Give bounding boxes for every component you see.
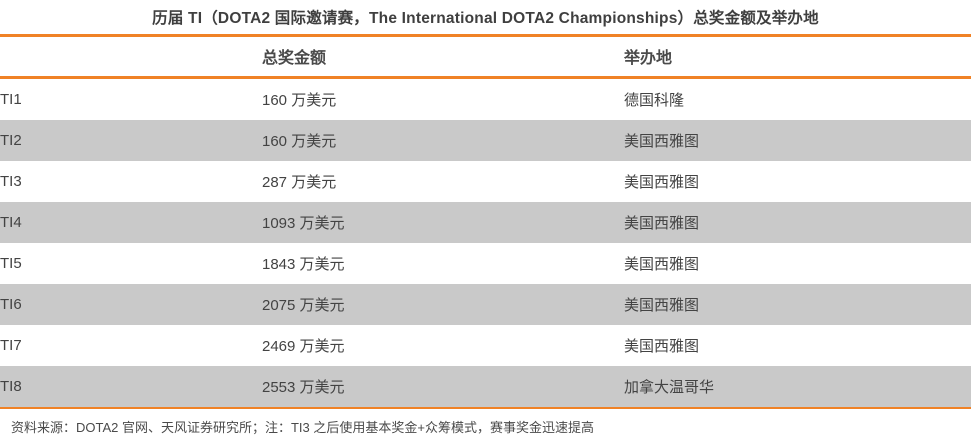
cell-venue: 美国西雅图 [624,173,700,191]
table-row: TI1 160 万美元 德国科隆 [0,78,971,120]
cell-prize: 287 万美元 [262,173,337,191]
column-header-edition [0,36,262,76]
prize-money-table: 总奖金额 举办地 [0,36,971,76]
cell-venue: 美国西雅图 [624,214,700,232]
table-row: TI3 287 万美元 美国西雅图 [0,160,971,202]
cell-venue: 德国科隆 [624,91,685,109]
cell-edition: TI8 [0,377,22,395]
cell-prize: 1843 万美元 [262,255,345,273]
column-header-venue: 举办地 [624,36,971,76]
cell-prize: 2469 万美元 [262,337,345,355]
prize-money-table-body: TI1 160 万美元 德国科隆 TI2 160 万美元 美国西雅图 TI3 2… [0,78,971,407]
table-row: TI6 2075 万美元 美国西雅图 [0,283,971,325]
cell-prize: 160 万美元 [262,132,337,150]
table-body: TI1 160 万美元 德国科隆 TI2 160 万美元 美国西雅图 TI3 2… [0,78,971,407]
top-accent-rule [0,33,971,37]
cell-venue: 美国西雅图 [624,296,700,314]
cell-edition: TI3 [0,172,22,190]
cell-edition: TI7 [0,336,22,354]
header-accent-rule [0,75,971,79]
cell-venue: 美国西雅图 [624,132,700,150]
table-row: TI5 1843 万美元 美国西雅图 [0,242,971,284]
cell-edition: TI6 [0,295,22,313]
table-row: TI7 2469 万美元 美国西雅图 [0,324,971,366]
cell-prize: 160 万美元 [262,91,337,109]
table-row: TI4 1093 万美元 美国西雅图 [0,201,971,243]
cell-edition: TI4 [0,213,22,231]
cell-venue: 美国西雅图 [624,255,700,273]
table-header-row: 总奖金额 举办地 [0,36,971,76]
cell-edition: TI5 [0,254,22,272]
table-header: 总奖金额 举办地 [0,36,971,76]
figure-title: 历届 TI（DOTA2 国际邀请赛，The International DOTA… [152,9,819,27]
cell-venue: 加拿大温哥华 [624,378,715,396]
cell-prize: 2075 万美元 [262,296,345,314]
cell-edition: TI2 [0,131,22,149]
table-row: TI2 160 万美元 美国西雅图 [0,119,971,161]
column-header-prize: 总奖金额 [262,36,624,76]
cell-prize: 2553 万美元 [262,378,345,396]
table-row: TI8 2553 万美元 加拿大温哥华 [0,365,971,407]
cell-venue: 美国西雅图 [624,337,700,355]
bottom-accent-rule [0,406,971,409]
cell-edition: TI1 [0,90,22,108]
source-note: 资料来源：DOTA2 官网、天风证券研究所；注：TI3 之后使用基本奖金+众筹模… [11,419,594,435]
cell-prize: 1093 万美元 [262,214,345,232]
